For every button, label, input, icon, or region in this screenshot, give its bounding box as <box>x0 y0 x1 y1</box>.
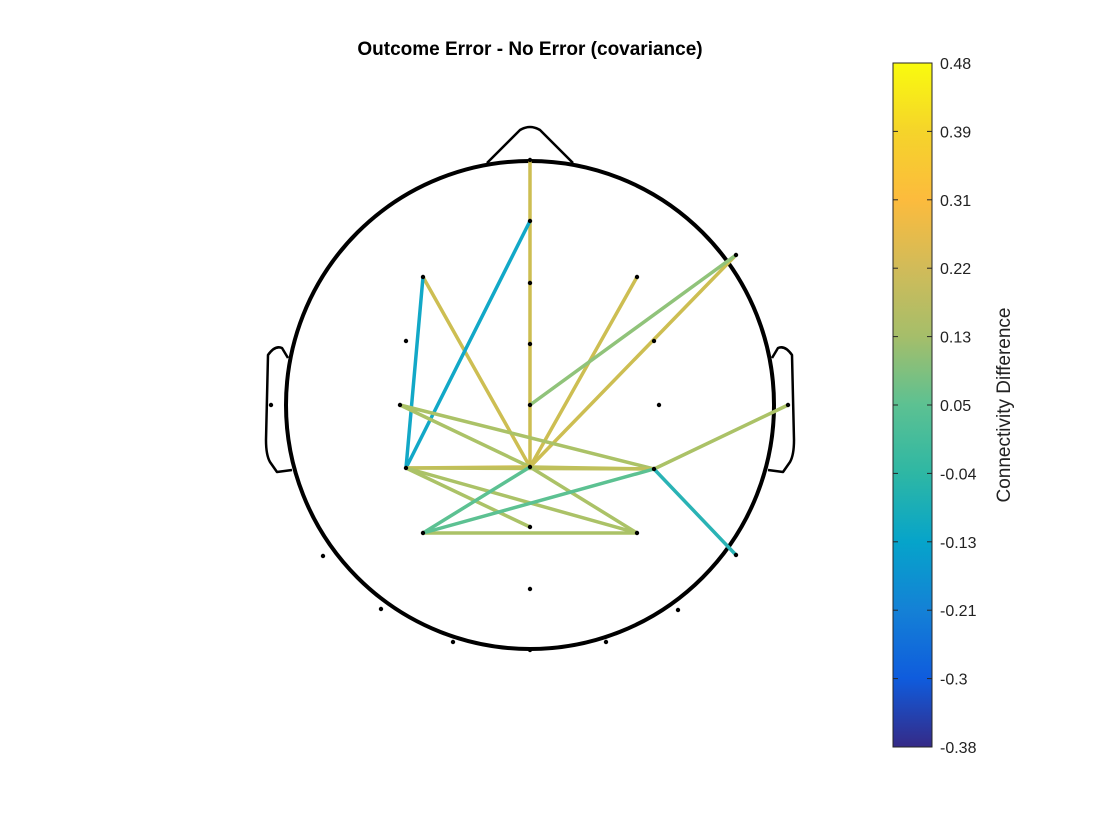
electrode-dot <box>527 464 533 470</box>
connections <box>398 158 790 557</box>
colorbar-tick-label: 0.22 <box>940 261 971 278</box>
electrode-dot <box>420 274 426 280</box>
electrode-dot <box>527 280 533 286</box>
electrode-dot <box>785 402 791 408</box>
colorbar-tick-label: 0.31 <box>940 193 971 210</box>
colorbar-tick-label: -0.13 <box>940 535 977 552</box>
connection-line <box>528 465 656 471</box>
connection-line <box>398 403 532 469</box>
electrode-dot <box>651 466 657 472</box>
electrode-dot <box>397 402 403 408</box>
electrodes <box>268 157 791 653</box>
connection-line <box>528 253 738 407</box>
connection-line <box>398 403 656 471</box>
electrode-dot <box>527 402 533 408</box>
colorbar-tick-label: 0.13 <box>940 330 971 347</box>
colorbar-ticks: 0.48 0.39 0.31 0.22 0.13 0.05 -0.04 -0.13 -0.21 -… <box>893 56 977 757</box>
connection-line <box>421 467 656 535</box>
colorbar-tick-label: -0.21 <box>940 603 977 620</box>
electrode-dot <box>527 157 533 163</box>
electrode-dot <box>527 218 533 224</box>
electrode-dot <box>634 274 640 280</box>
electrode-dot <box>651 338 657 344</box>
electrode-dot <box>527 647 533 653</box>
connection-line <box>421 275 532 469</box>
plot-title: Outcome Error - No Error (covariance) <box>357 39 702 60</box>
connection-line <box>528 253 738 469</box>
connection-line <box>404 219 532 470</box>
electrode-dot <box>634 530 640 536</box>
electrode-dot <box>527 586 533 592</box>
electrode-dot <box>733 252 739 258</box>
colorbar-tick-label: -0.04 <box>940 466 977 483</box>
electrode-dot <box>450 639 456 645</box>
electrode-dot <box>527 524 533 530</box>
colorbar-tick-label: 0.39 <box>940 124 971 141</box>
electrode-dot <box>656 402 662 408</box>
connection-line <box>404 275 425 470</box>
left-ear-shape <box>264 346 293 474</box>
colorbar: 0.48 0.39 0.31 0.22 0.13 0.05 -0.04 -0.13 -0.21 -… <box>892 56 1015 757</box>
colorbar-tick-label: -0.3 <box>940 672 968 689</box>
right-ear-shape <box>767 346 796 474</box>
electrode-dot <box>403 465 409 471</box>
connection-line <box>528 465 639 535</box>
electrode-dot <box>378 606 384 612</box>
colorbar-tick-label: 0.48 <box>940 56 971 73</box>
colorbar-tick-label: 0.05 <box>940 398 971 415</box>
electrode-dot <box>603 639 609 645</box>
connection-line <box>421 465 532 535</box>
electrode-dot <box>320 553 326 559</box>
electrode-dot <box>420 530 426 536</box>
connection-line <box>404 466 639 535</box>
electrode-dot <box>268 402 274 408</box>
electrode-dot <box>403 338 409 344</box>
electrode-dot <box>527 341 533 347</box>
nose-shape <box>486 125 574 164</box>
electrode-dot <box>733 552 739 558</box>
electrode-dot <box>675 607 681 613</box>
connection-line <box>652 403 790 471</box>
connection-line <box>528 275 639 469</box>
colorbar-tick-label: -0.38 <box>940 740 977 757</box>
colorbar-label: Connectivity Difference <box>994 307 1015 502</box>
connection-line <box>652 467 738 557</box>
connection-line <box>404 466 532 529</box>
colorbar-gradient <box>892 62 933 748</box>
